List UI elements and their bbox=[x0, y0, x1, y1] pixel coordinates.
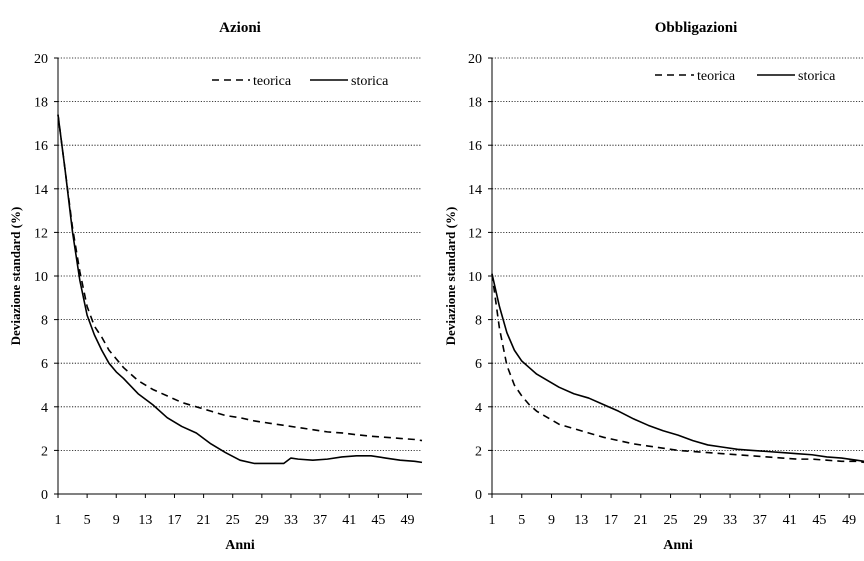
series-line-storica bbox=[58, 115, 422, 464]
y-tick-label: 0 bbox=[41, 488, 48, 503]
x-tick-label: 37 bbox=[313, 513, 327, 528]
y-tick-label: 10 bbox=[468, 270, 482, 285]
x-tick-label: 13 bbox=[574, 513, 588, 528]
x-tick-label: 29 bbox=[255, 513, 269, 528]
y-tick-label: 14 bbox=[468, 183, 482, 198]
x-tick-label: 5 bbox=[518, 513, 525, 528]
x-tick-label: 33 bbox=[723, 513, 737, 528]
x-tick-label: 41 bbox=[783, 513, 797, 528]
y-tick-label: 12 bbox=[34, 226, 48, 241]
y-tick-label: 20 bbox=[468, 52, 482, 67]
x-tick-label: 45 bbox=[371, 513, 385, 528]
y-tick-label: 8 bbox=[475, 314, 482, 329]
y-tick-label: 14 bbox=[34, 183, 48, 198]
x-tick-label: 1 bbox=[489, 513, 496, 528]
x-tick-label: 21 bbox=[634, 513, 648, 528]
legend-label-teorica: teorica bbox=[253, 74, 292, 89]
y-tick-label: 16 bbox=[468, 139, 482, 154]
x-axis-label: Anni bbox=[663, 538, 693, 553]
x-tick-label: 29 bbox=[693, 513, 707, 528]
legend-label-teorica: teorica bbox=[697, 69, 736, 84]
y-tick-label: 2 bbox=[475, 444, 482, 459]
x-tick-label: 41 bbox=[342, 513, 356, 528]
y-tick-label: 4 bbox=[475, 401, 482, 416]
x-tick-label: 1 bbox=[55, 513, 62, 528]
y-axis-label: Deviazione standard (%) bbox=[8, 207, 23, 346]
y-tick-label: 20 bbox=[34, 52, 48, 67]
y-tick-label: 4 bbox=[41, 401, 48, 416]
x-axis-label: Anni bbox=[225, 538, 255, 553]
y-axis-label: Deviazione standard (%) bbox=[443, 207, 458, 346]
x-tick-label: 13 bbox=[138, 513, 152, 528]
x-tick-label: 33 bbox=[284, 513, 298, 528]
x-tick-label: 17 bbox=[167, 513, 181, 528]
y-tick-label: 8 bbox=[41, 314, 48, 329]
y-tick-label: 2 bbox=[41, 444, 48, 459]
y-tick-label: 0 bbox=[475, 488, 482, 503]
x-tick-label: 49 bbox=[842, 513, 856, 528]
x-tick-label: 25 bbox=[664, 513, 678, 528]
legend-label-storica: storica bbox=[798, 69, 836, 84]
y-tick-label: 18 bbox=[468, 96, 482, 111]
y-tick-label: 16 bbox=[34, 139, 48, 154]
x-tick-label: 9 bbox=[113, 513, 120, 528]
chart-panel-0: 0 2 4 6 8 10 12 14 16 18 20 1 5 9 13 17 21 25 29 33 37 41 45 49… bbox=[8, 20, 422, 553]
x-tick-label: 49 bbox=[400, 513, 414, 528]
legend: teorica storica bbox=[655, 69, 836, 84]
series-line-storica bbox=[492, 274, 864, 461]
legend-label-storica: storica bbox=[351, 74, 389, 89]
y-tick-label: 6 bbox=[41, 357, 48, 372]
x-tick-label: 45 bbox=[812, 513, 826, 528]
series-line-teorica bbox=[58, 115, 422, 441]
chart-title: Azioni bbox=[219, 20, 261, 36]
series-line-teorica bbox=[492, 274, 864, 463]
y-tick-label: 6 bbox=[475, 357, 482, 372]
x-tick-label: 37 bbox=[753, 513, 767, 528]
legend: teorica storica bbox=[212, 74, 389, 89]
x-tick-label: 21 bbox=[197, 513, 211, 528]
x-tick-label: 5 bbox=[84, 513, 91, 528]
chart-panel-1: 0 2 4 6 8 10 12 14 16 18 20 1 5 9 13 17 21 25 29 33 37 41 45 49… bbox=[443, 20, 864, 553]
x-tick-label: 9 bbox=[548, 513, 555, 528]
y-tick-label: 12 bbox=[468, 226, 482, 241]
y-tick-label: 18 bbox=[34, 96, 48, 111]
chart-title: Obbligazioni bbox=[655, 20, 738, 36]
x-tick-label: 17 bbox=[604, 513, 618, 528]
y-tick-label: 10 bbox=[34, 270, 48, 285]
x-tick-label: 25 bbox=[226, 513, 240, 528]
